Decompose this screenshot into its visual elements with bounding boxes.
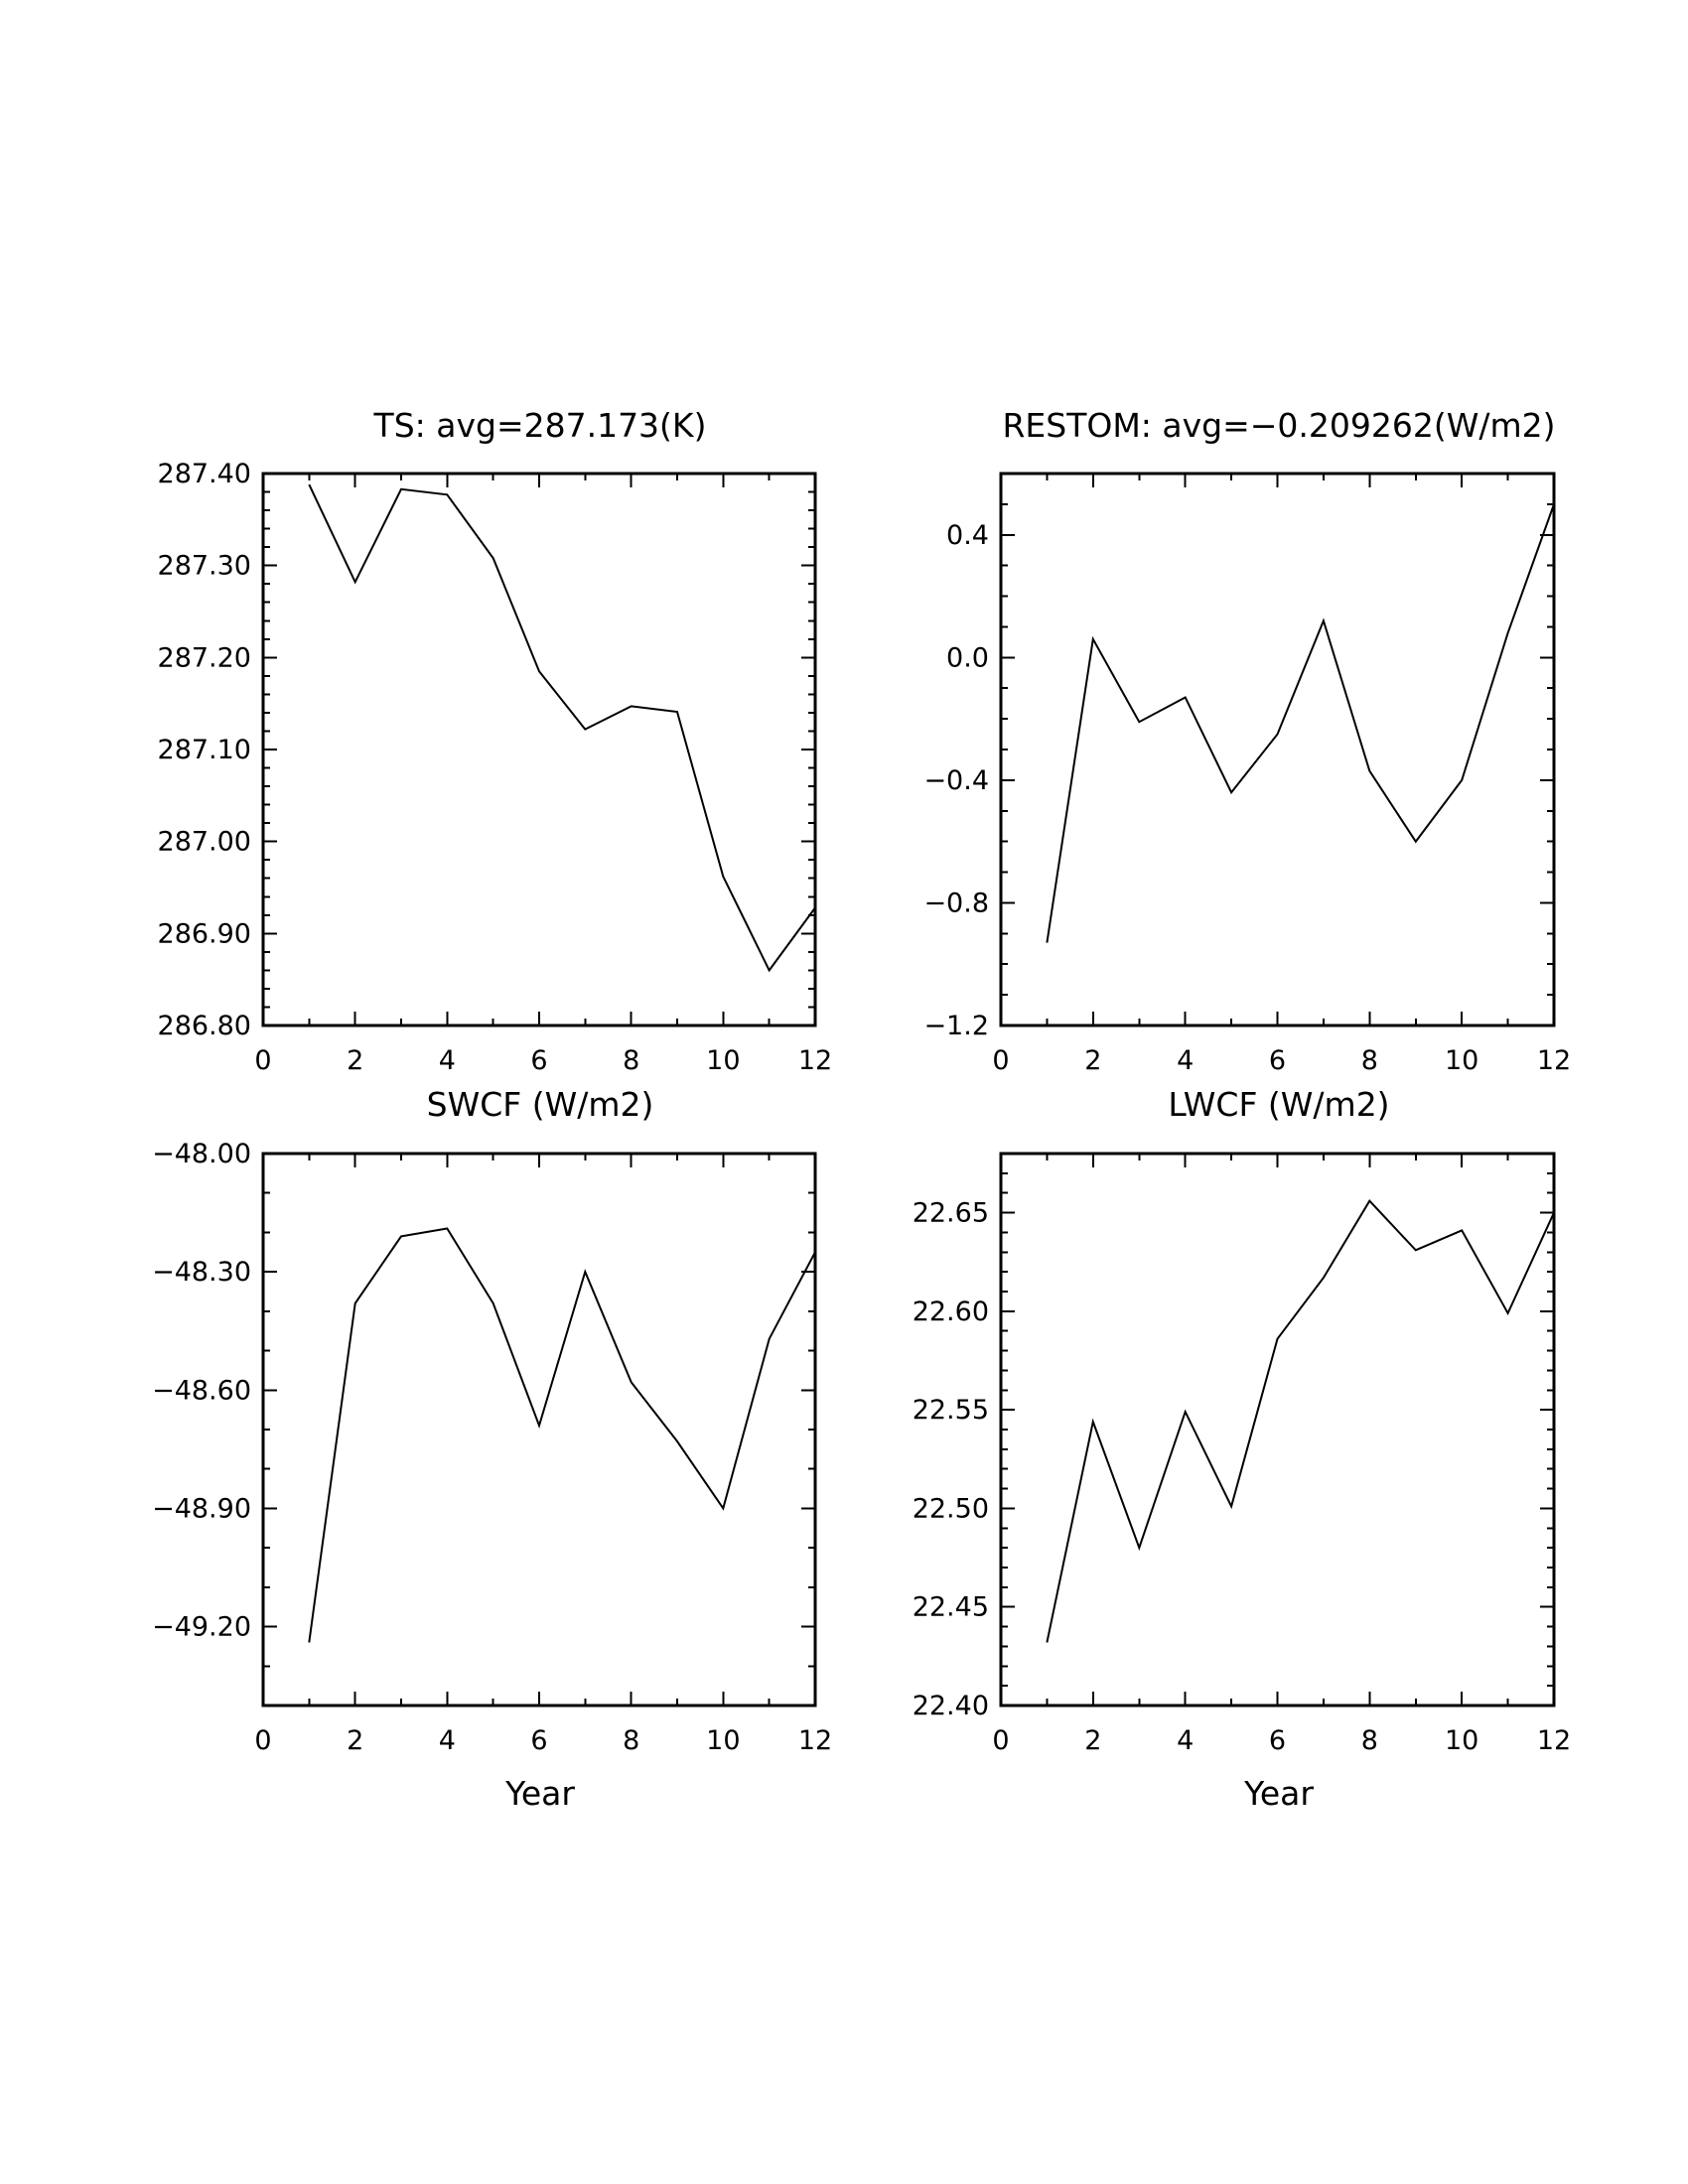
restom-x-tick-label: 8 [1361,1045,1378,1076]
swcf-x-tick-label: 10 [706,1725,740,1756]
lwcf-x-tick-label: 4 [1177,1725,1194,1756]
ts-panel-title: TS: avg=287.173(K) [373,406,707,445]
swcf-y-tick-label: −48.90 [152,1493,251,1524]
swcf-y-tick-label: −48.60 [152,1375,251,1406]
swcf-series-line [308,1227,816,1643]
restom-x-tick-label: 2 [1084,1045,1101,1076]
lwcf-y-tick-label: 22.45 [913,1592,989,1623]
restom-y-tick-label: −1.2 [923,1011,989,1041]
lwcf-x-tick-label: 0 [992,1725,1009,1756]
restom-panel-title: RESTOM: avg=−0.209262(W/m2) [1002,406,1555,445]
lwcf-y-tick-label: 22.40 [913,1691,989,1721]
swcf-y-tick-label: −48.30 [152,1257,251,1288]
lwcf-y-tick-label: 22.65 [913,1198,989,1229]
ts-y-tick-label: 286.80 [158,1011,251,1041]
lwcf-x-tick-label: 12 [1537,1725,1571,1756]
swcf-x-tick-label: 8 [623,1725,639,1756]
ts-x-tick-label: 8 [623,1045,639,1076]
ts-y-tick-label: 287.40 [158,459,251,489]
swcf-y-tick-label: −49.20 [152,1612,251,1643]
lwcf-x-tick-label: 6 [1269,1725,1286,1756]
swcf-x-tick-label: 2 [347,1725,363,1756]
ts-y-tick-label: 287.30 [158,551,251,582]
panel-lwcf: LWCF (W/m2) Year 0 2 4 6 8 10 12 22.40 22.45 22.5… [913,1085,1571,1813]
swcf-x-axis-label: Year [504,1774,575,1813]
ts-x-tick-label: 6 [530,1045,547,1076]
ts-x-tick-label: 12 [798,1045,832,1076]
swcf-x-tick-label: 0 [254,1725,271,1756]
restom-series-line [1046,503,1555,943]
ts-y-tick-label: 287.10 [158,735,251,765]
lwcf-x-tick-label: 10 [1445,1725,1478,1756]
ts-x-tick-label: 10 [706,1045,740,1076]
restom-x-tick-label: 0 [992,1045,1009,1076]
ts-y-tick-label: 287.20 [158,642,251,673]
swcf-x-tick-label: 4 [439,1725,456,1756]
swcf-x-tick-label: 12 [798,1725,832,1756]
ts-x-tick-label: 4 [439,1045,456,1076]
panel-swcf: SWCF (W/m2) Year 0 2 4 6 8 10 12 −49.20 −48.90 −4… [152,1085,832,1813]
lwcf-y-tick-label: 22.60 [913,1297,989,1327]
restom-y-tick-label: −0.4 [923,765,989,796]
swcf-panel-title: SWCF (W/m2) [427,1085,654,1124]
restom-x-tick-label: 12 [1537,1045,1571,1076]
restom-y-tick-label: 0.0 [946,642,989,673]
lwcf-panel-title: LWCF (W/m2) [1168,1085,1389,1124]
restom-x-tick-label: 10 [1445,1045,1478,1076]
restom-x-tick-label: 6 [1269,1045,1286,1076]
swcf-y-tick-label: −48.00 [152,1139,251,1169]
restom-y-tick-label: −0.8 [923,887,989,918]
restom-y-tick-label: 0.4 [946,520,989,551]
ts-y-tick-label: 287.00 [158,827,251,858]
lwcf-series-line [1046,1199,1555,1643]
ts-y-tick-label: 286.90 [158,918,251,949]
lwcf-x-tick-label: 8 [1361,1725,1378,1756]
lwcf-x-axis-label: Year [1243,1774,1314,1813]
panel-restom: RESTOM: avg=−0.209262(W/m2) 0 2 4 6 8 10 12 −1.… [923,406,1571,1076]
ts-x-tick-label: 2 [347,1045,363,1076]
panel-ts: TS: avg=287.173(K) 0 2 4 6 8 10 12 286.80 286.90… [158,406,833,1076]
lwcf-y-tick-label: 22.55 [913,1395,989,1426]
ts-series-line [308,483,816,973]
swcf-x-tick-label: 6 [530,1725,547,1756]
lwcf-y-tick-label: 22.50 [913,1493,989,1524]
ts-x-tick-label: 0 [254,1045,271,1076]
restom-x-tick-label: 4 [1177,1045,1194,1076]
lwcf-x-tick-label: 2 [1084,1725,1101,1756]
